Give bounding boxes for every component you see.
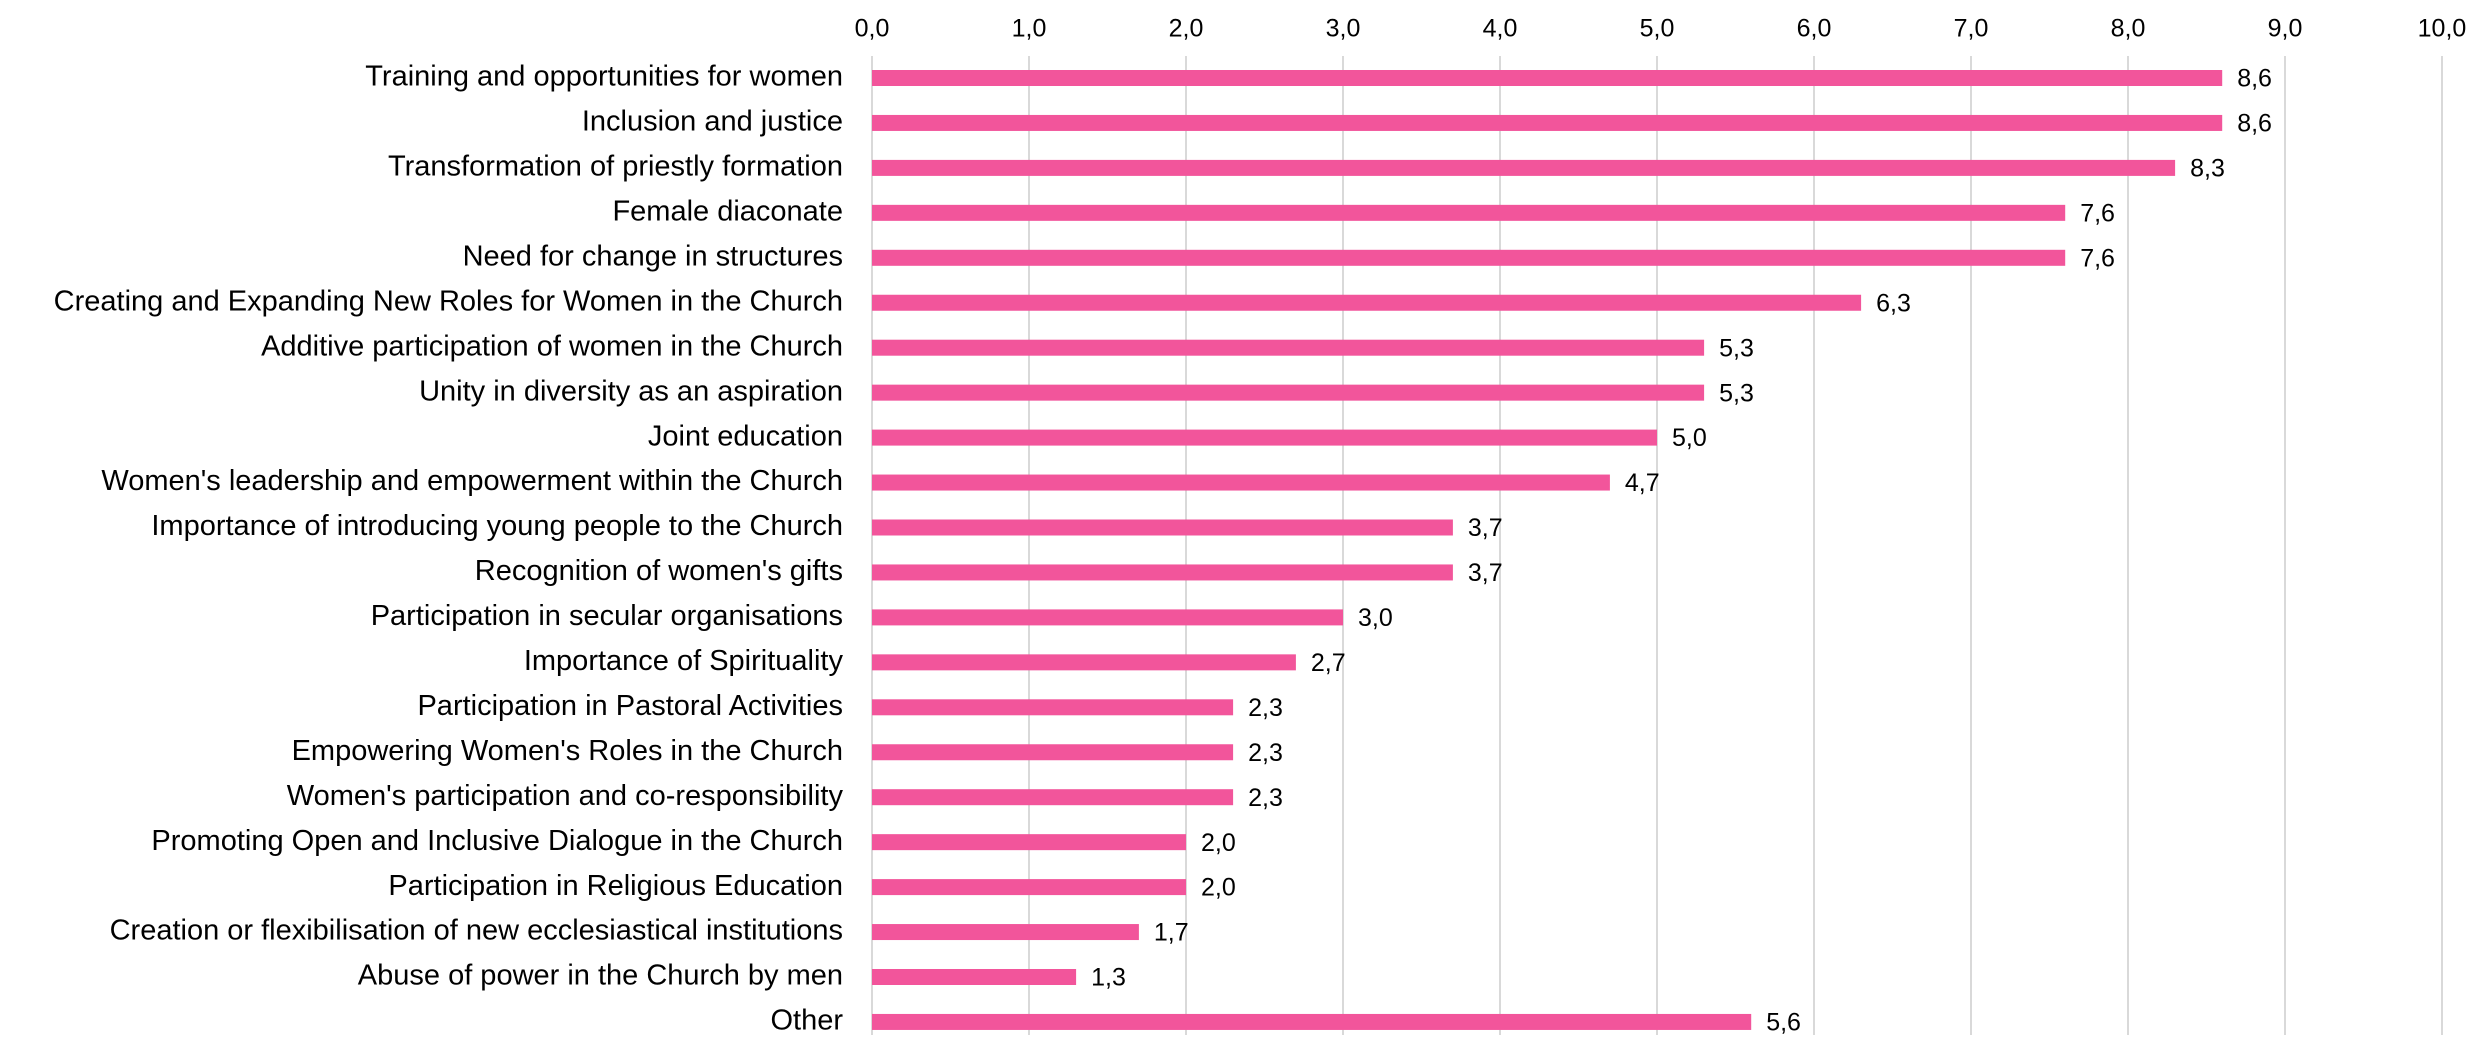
category-label: Other bbox=[770, 1005, 843, 1035]
bar bbox=[872, 654, 1296, 671]
x-tick-label: 7,0 bbox=[1954, 15, 1989, 43]
category-label: Promoting Open and Inclusive Dialogue in… bbox=[151, 825, 843, 857]
category-label: Empowering Women's Roles in the Church bbox=[292, 735, 843, 767]
bar bbox=[872, 429, 1657, 446]
data-label: 7,6 bbox=[2080, 244, 2115, 272]
data-label: 2,0 bbox=[1201, 829, 1236, 857]
x-tick-label: 4,0 bbox=[1483, 15, 1518, 43]
data-label: 3,7 bbox=[1468, 514, 1503, 542]
category-label: Training and opportunities for women bbox=[365, 61, 843, 93]
data-label: 4,7 bbox=[1625, 469, 1660, 497]
data-label: 2,3 bbox=[1248, 784, 1283, 812]
category-label: Joint education bbox=[648, 420, 843, 452]
category-labels: Training and opportunities for women Incl… bbox=[54, 61, 844, 1037]
category-label: Unity in diversity as an aspiration bbox=[419, 375, 843, 407]
category-label: Recognition of women's gifts bbox=[475, 555, 843, 587]
data-label: 2,0 bbox=[1201, 874, 1236, 902]
x-tick-label: 10,0 bbox=[2418, 15, 2467, 43]
bar bbox=[872, 699, 1234, 716]
bar bbox=[872, 384, 1705, 401]
bar bbox=[872, 474, 1610, 491]
bar bbox=[872, 609, 1343, 626]
x-tick-label: 5,0 bbox=[1640, 15, 1675, 43]
category-label: Female diaconate bbox=[612, 196, 843, 228]
data-label: 8,3 bbox=[2190, 155, 2225, 183]
bar bbox=[872, 70, 2223, 86]
category-label: Importance of introducing young people t… bbox=[151, 510, 843, 542]
x-tick-label: 2,0 bbox=[1169, 15, 1204, 43]
category-label: Inclusion and justice bbox=[582, 106, 843, 138]
bar bbox=[872, 249, 2066, 266]
x-tick-label: 0,0 bbox=[855, 15, 890, 43]
data-label: 5,3 bbox=[1719, 379, 1754, 407]
data-label: 2,7 bbox=[1311, 649, 1346, 677]
category-label: Participation in Religious Education bbox=[388, 870, 843, 902]
category-label: Importance of Spirituality bbox=[524, 645, 844, 677]
data-label: 2,3 bbox=[1248, 694, 1283, 722]
category-label: Abuse of power in the Church by men bbox=[358, 960, 843, 992]
data-labels: 8,6 8,6 8,3 7,6 7,6 6,3 5,3 5,3 5,0 4,7 3,7 3,7 3,0 2… bbox=[1091, 65, 2272, 1037]
bar bbox=[872, 564, 1453, 581]
data-label: 8,6 bbox=[2237, 110, 2272, 138]
bar bbox=[872, 339, 1705, 356]
bar bbox=[872, 744, 1234, 761]
data-label: 3,0 bbox=[1358, 604, 1393, 632]
x-tick-label: 3,0 bbox=[1326, 15, 1361, 43]
bar bbox=[872, 879, 1186, 896]
data-label: 6,3 bbox=[1876, 289, 1911, 317]
category-label: Creation or flexibilisation of new eccle… bbox=[110, 915, 843, 947]
x-tick-label: 1,0 bbox=[1012, 15, 1047, 43]
x-tick-label: 9,0 bbox=[2268, 15, 2303, 43]
data-label: 5,6 bbox=[1766, 1009, 1801, 1035]
bar bbox=[872, 204, 2066, 221]
category-label: Need for change in structures bbox=[463, 240, 843, 272]
x-tick-label: 8,0 bbox=[2111, 15, 2146, 43]
bar bbox=[872, 789, 1234, 806]
category-label: Transformation of priestly formation bbox=[388, 151, 843, 183]
data-label: 8,6 bbox=[2237, 65, 2272, 93]
bar bbox=[872, 834, 1186, 851]
bar bbox=[872, 114, 2223, 131]
category-label: Participation in secular organisations bbox=[371, 600, 843, 632]
bar bbox=[872, 519, 1453, 536]
x-axis-ticks: 0,0 1,0 2,0 3,0 4,0 5,0 6,0 7,0 8,0 9,0 10,0 bbox=[855, 15, 2467, 43]
bar bbox=[872, 1013, 1752, 1030]
bar bbox=[872, 294, 1862, 311]
data-label: 3,7 bbox=[1468, 559, 1503, 587]
data-label: 2,3 bbox=[1248, 739, 1283, 767]
bars bbox=[872, 70, 2223, 1030]
category-label: Women's leadership and empowerment withi… bbox=[101, 465, 843, 497]
data-label: 1,3 bbox=[1091, 964, 1126, 992]
data-label: 1,7 bbox=[1154, 919, 1189, 947]
category-label: Participation in Pastoral Activities bbox=[417, 690, 843, 722]
data-label: 5,0 bbox=[1672, 424, 1707, 452]
x-tick-label: 6,0 bbox=[1797, 15, 1832, 43]
category-label: Women's participation and co-responsibil… bbox=[287, 780, 844, 812]
bar bbox=[872, 969, 1077, 985]
category-label: Additive participation of women in the C… bbox=[261, 330, 843, 362]
bar bbox=[872, 924, 1139, 941]
bar bbox=[872, 159, 2176, 176]
data-label: 5,3 bbox=[1719, 334, 1754, 362]
data-label: 7,6 bbox=[2080, 199, 2115, 227]
category-label: Creating and Expanding New Roles for Wom… bbox=[54, 285, 843, 317]
